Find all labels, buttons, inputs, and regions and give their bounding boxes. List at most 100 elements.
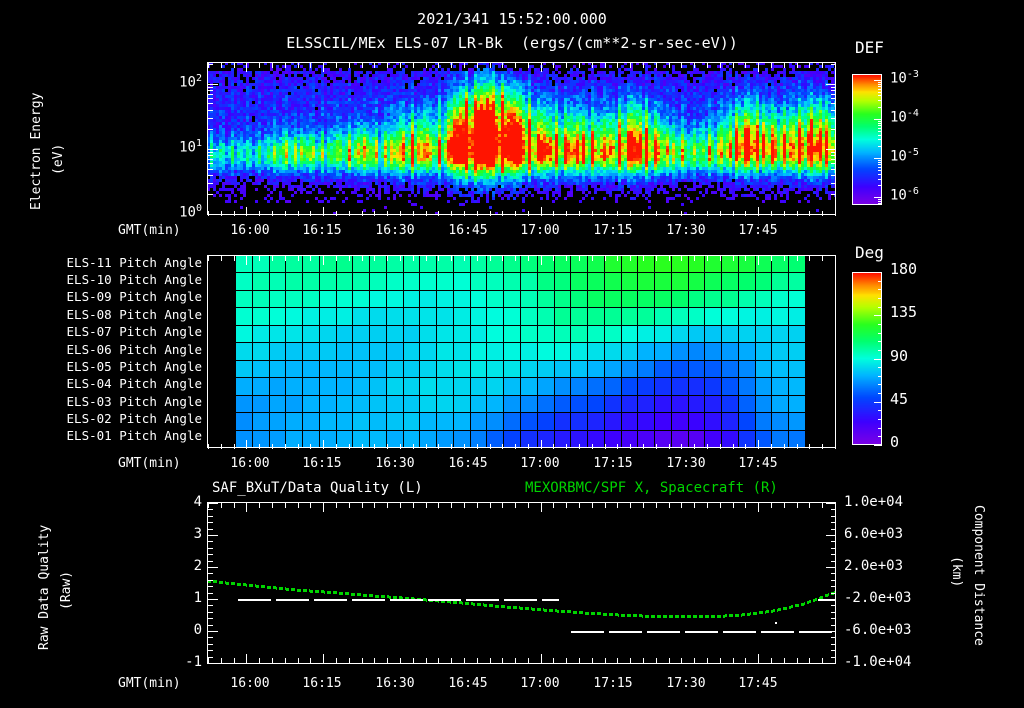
deg-colorbar-title: Deg bbox=[855, 243, 884, 262]
cb-tick bbox=[878, 135, 882, 136]
x-tick bbox=[758, 207, 759, 216]
x-tick bbox=[515, 256, 516, 261]
y-tick bbox=[831, 586, 836, 587]
x-tick bbox=[528, 211, 529, 216]
cb-tick bbox=[878, 123, 882, 124]
x-tick bbox=[234, 444, 235, 449]
x-tick bbox=[387, 211, 388, 216]
y-tick bbox=[831, 159, 836, 160]
x-tick bbox=[221, 444, 222, 449]
y-tick bbox=[208, 87, 213, 88]
cb-tick bbox=[878, 179, 882, 180]
x-tick bbox=[502, 444, 503, 449]
cb-tick bbox=[878, 324, 882, 325]
cb-exponent: -4 bbox=[906, 108, 919, 119]
x-tick bbox=[784, 503, 785, 508]
x-tick bbox=[797, 256, 798, 261]
x-tick bbox=[541, 503, 542, 512]
x-tick bbox=[310, 63, 311, 68]
x-tick bbox=[426, 503, 427, 508]
y-tick bbox=[208, 84, 218, 85]
y-tick bbox=[208, 625, 213, 626]
x-tick bbox=[669, 658, 670, 663]
cb-tick bbox=[878, 203, 882, 204]
x-tick bbox=[221, 658, 222, 663]
x-tick bbox=[285, 658, 286, 663]
x-tick-label: 17:00 bbox=[520, 676, 560, 691]
x-tick bbox=[643, 256, 644, 261]
x-tick bbox=[477, 444, 478, 449]
x-tick bbox=[298, 63, 299, 68]
x-tick bbox=[630, 256, 631, 261]
pitch-angle-row-label: ELS-01 Pitch Angle bbox=[66, 428, 202, 443]
cb-tick bbox=[878, 146, 882, 147]
x-tick bbox=[720, 444, 721, 449]
x-tick bbox=[809, 658, 810, 663]
y-tick-label-left: -1 bbox=[185, 654, 202, 670]
x-tick bbox=[694, 211, 695, 216]
x-tick bbox=[797, 444, 798, 449]
cb-tick bbox=[878, 350, 882, 351]
x-tick bbox=[246, 256, 247, 265]
x-tick bbox=[502, 63, 503, 68]
x-tick bbox=[681, 256, 682, 261]
x-tick bbox=[362, 658, 363, 663]
y-tick bbox=[208, 650, 213, 651]
x-tick bbox=[259, 444, 260, 449]
y-tick bbox=[831, 87, 836, 88]
x-tick bbox=[426, 256, 427, 261]
y-tick-label: 101 bbox=[150, 139, 202, 155]
x-tick bbox=[694, 503, 695, 508]
x-tick bbox=[630, 658, 631, 663]
x-tick bbox=[771, 444, 772, 449]
y-tick bbox=[831, 657, 836, 658]
cb-tick bbox=[878, 281, 882, 282]
x-tick bbox=[694, 658, 695, 663]
x-tick bbox=[221, 211, 222, 216]
x-tick bbox=[464, 444, 465, 449]
cb-exponent: -6 bbox=[906, 186, 919, 197]
cb-tick bbox=[878, 160, 882, 161]
x-tick bbox=[477, 63, 478, 68]
x-tick bbox=[323, 503, 324, 512]
x-tick bbox=[822, 211, 823, 216]
x-tick bbox=[707, 63, 708, 68]
x-tick bbox=[566, 503, 567, 508]
cb-tick bbox=[878, 167, 882, 168]
x-tick bbox=[426, 63, 427, 68]
y-tick bbox=[831, 573, 836, 574]
x-tick bbox=[528, 63, 529, 68]
x-tick bbox=[490, 63, 491, 68]
bot-panel-ylabel-left-line1: Raw Data Quality bbox=[37, 524, 52, 650]
y-tick bbox=[831, 644, 836, 645]
x-tick bbox=[451, 658, 452, 663]
cb-tick bbox=[878, 162, 882, 163]
x-tick bbox=[259, 211, 260, 216]
y-tick bbox=[208, 64, 213, 65]
y-tick bbox=[831, 554, 836, 555]
pitch-angle-row-label: ELS-05 Pitch Angle bbox=[66, 359, 202, 374]
x-tick bbox=[477, 256, 478, 261]
x-tick-label: 17:30 bbox=[666, 456, 706, 471]
y-tick bbox=[831, 529, 836, 530]
y-tick bbox=[831, 605, 836, 606]
x-tick bbox=[707, 658, 708, 663]
cb-mantissa: 10 bbox=[890, 148, 907, 165]
y-tick bbox=[208, 535, 218, 536]
x-tick bbox=[515, 63, 516, 68]
x-tick bbox=[477, 211, 478, 216]
pitch-angle-row-label: ELS-09 Pitch Angle bbox=[66, 289, 202, 304]
x-tick-label: 16:45 bbox=[448, 676, 488, 691]
cb-tick bbox=[874, 359, 882, 360]
x-tick bbox=[336, 63, 337, 68]
x-tick bbox=[272, 256, 273, 261]
x-tick bbox=[323, 63, 324, 72]
y-tick bbox=[208, 593, 213, 594]
x-tick bbox=[707, 444, 708, 449]
cb-tick bbox=[878, 139, 882, 140]
x-tick bbox=[835, 503, 836, 508]
cb-tick bbox=[874, 80, 882, 81]
x-tick bbox=[809, 63, 810, 68]
x-tick bbox=[694, 444, 695, 449]
x-tick bbox=[656, 444, 657, 449]
